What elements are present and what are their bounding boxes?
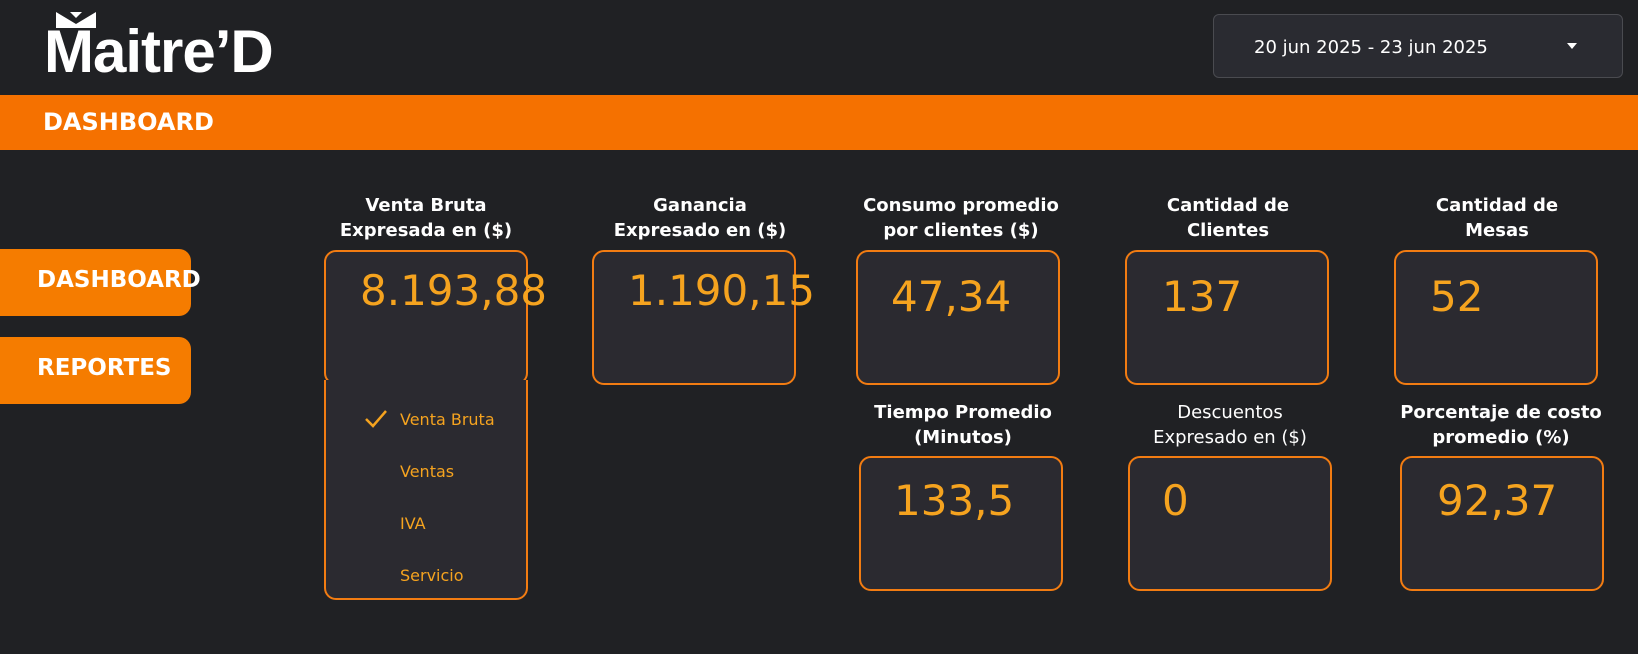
tiempo-promedio-label: Tiempo Promedio (Minutos)	[874, 402, 1052, 448]
crown-icon	[56, 12, 96, 28]
cantidad-mesas-label: Cantidad de Mesas	[1435, 195, 1559, 241]
consumo-promedio-label: Consumo promedio por clientes ($)	[863, 195, 1059, 241]
venta-bruta-card[interactable]: 8.193,88	[324, 250, 547, 385]
ganancia-card: 1.190,15	[592, 250, 815, 385]
dropdown-option-iva[interactable]: IVA	[400, 514, 426, 533]
page-title: DASHBOARD	[43, 108, 214, 136]
dropdown-option-venta-bruta[interactable]: Venta Bruta	[326, 400, 526, 440]
consumo-promedio-card: 47,34	[856, 250, 1060, 385]
tiempo-promedio-value: 133,5	[894, 476, 1015, 525]
porcentaje-costo-value: 92,37	[1437, 476, 1558, 525]
dropdown-option-servicio[interactable]: Servicio	[400, 566, 464, 585]
porcentaje-costo-card: 92,37	[1400, 456, 1604, 591]
dropdown-option-ventas[interactable]: Ventas	[400, 462, 455, 481]
tiempo-promedio-card: 133,5	[859, 456, 1063, 591]
porcentaje-costo-label: Porcentaje de costo promedio (%)	[1400, 402, 1602, 448]
venta-type-dropdown: Venta Bruta Ventas IVA Servicio	[324, 380, 528, 600]
check-icon	[365, 410, 387, 428]
ganancia-value: 1.190,15	[628, 266, 816, 315]
descuentos-value: 0	[1162, 476, 1189, 525]
venta-bruta-label: Venta Bruta Expresada en ($)	[339, 195, 513, 241]
caret-down-icon	[1567, 43, 1577, 49]
descuentos-label: Descuentos Expresado en ($)	[1153, 402, 1307, 448]
cantidad-clientes-card: 137	[1125, 250, 1329, 385]
sidebar-item-dashboard[interactable]: DASHBOARD	[0, 249, 201, 316]
descuentos-card: 0	[1128, 456, 1332, 591]
ganancia-label: Ganancia Expresado en ($)	[613, 195, 787, 241]
venta-bruta-value: 8.193,88	[360, 266, 548, 315]
cantidad-clientes-value: 137	[1162, 272, 1243, 321]
sidebar-item-reportes[interactable]: REPORTES	[0, 337, 191, 404]
sidebar-item-label: DASHBOARD	[37, 267, 201, 293]
consumo-promedio-value: 47,34	[891, 272, 1012, 321]
cantidad-clientes-label: Cantidad de Clientes	[1166, 195, 1290, 241]
sidebar-item-label: REPORTES	[37, 355, 172, 381]
logo-text: Maitre’D	[44, 18, 274, 85]
cantidad-mesas-value: 52	[1430, 272, 1484, 321]
date-range-picker[interactable]: 20 jun 2025 - 23 jun 2025	[1213, 14, 1623, 78]
cantidad-mesas-card: 52	[1394, 250, 1598, 385]
page-banner: DASHBOARD	[0, 95, 1638, 150]
date-range-text: 20 jun 2025 - 23 jun 2025	[1254, 37, 1488, 58]
